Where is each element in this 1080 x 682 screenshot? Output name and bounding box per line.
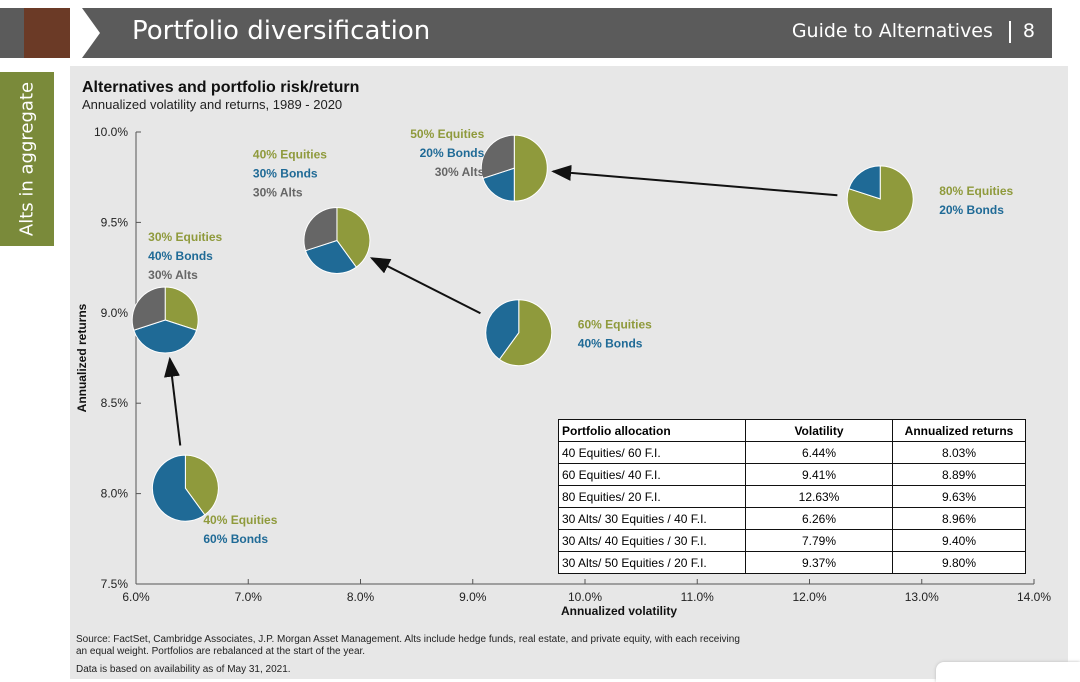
page-title: Portfolio diversification [132, 16, 431, 46]
risk-return-chart: Alternatives and portfolio risk/returnAn… [75, 79, 1051, 618]
x-tick-label: 12.0% [792, 590, 826, 604]
guide-label: Guide to Alternatives [791, 20, 993, 42]
table-cell: 12.63% [745, 485, 893, 508]
y-tick-label: 7.5% [101, 577, 129, 591]
source-note: an equal weight. Portfolios are rebalanc… [76, 646, 366, 657]
pie-slice-bonds [485, 299, 520, 361]
table-row: 30 Alts/ 30 Equities / 40 F.I. 6.26% 8.96% [558, 507, 1026, 530]
table-cell: 30 Alts/ 50 Equities / 20 F.I. [558, 551, 746, 574]
x-tick-label: 7.0% [235, 590, 263, 604]
x-tick-label: 10.0% [568, 590, 602, 604]
y-tick-label: 8.5% [101, 396, 129, 410]
pie-slice-equities [164, 286, 199, 331]
pie-slice-bonds [151, 454, 206, 522]
pie-label: 40% Equities [253, 147, 327, 161]
chart-subtitle: Annualized volatility and returns, 1989 … [82, 97, 342, 112]
table-row: 40 Equities/ 60 F.I. 6.44% 8.03% [558, 441, 1026, 464]
portfolio-arrow [551, 164, 838, 197]
table-header: Annualized returns [892, 419, 1026, 442]
x-tick-label: 8.0% [347, 590, 375, 604]
pie-slice-bonds [304, 239, 358, 274]
table-cell: 40 Equities/ 60 F.I. [558, 441, 746, 464]
pie-label: 40% Equities [203, 513, 277, 527]
side-tab[interactable]: Alts in aggregate [0, 72, 54, 246]
pie-label: 30% Alts [253, 185, 303, 199]
x-tick-label: 9.0% [459, 590, 487, 604]
portfolio-arrow [369, 257, 481, 315]
pie-slice-bonds [848, 165, 881, 200]
allocation-table: Portfolio allocation Volatility Annualiz… [558, 419, 1026, 574]
x-tick-label: 11.0% [681, 590, 714, 604]
page-number: 8 [1022, 20, 1035, 42]
table-row: 80 Equities/ 20 F.I. 12.63% 9.63% [558, 485, 1026, 508]
pie-label: 30% Bonds [253, 166, 318, 180]
table-row: 30 Alts/ 40 Equities / 30 F.I. 7.79% 9.40% [558, 529, 1026, 552]
y-axis-title: Annualized returns [75, 303, 89, 412]
table-cell: 6.26% [745, 507, 893, 530]
pie-slice-equities [513, 134, 548, 202]
table-cell: 9.63% [892, 485, 1026, 508]
table-cell: 9.37% [745, 551, 893, 574]
y-tick-label: 8.0% [101, 487, 129, 501]
side-tab-label: Alts in aggregate [16, 81, 38, 237]
table-cell: 8.03% [892, 441, 1026, 464]
pie-label: 60% Equities [578, 318, 652, 332]
table-header: Volatility [745, 419, 893, 442]
x-tick-label: 13.0% [905, 590, 939, 604]
table-cell: 9.40% [892, 529, 1026, 552]
pie-label: 60% Bonds [203, 532, 268, 546]
toolbar-corner [936, 662, 1080, 682]
table-cell: 9.41% [745, 463, 893, 486]
pie-slice-equities [336, 206, 371, 268]
table-row: 30 Alts/ 50 Equities / 20 F.I. 9.37% 9.80% [558, 551, 1026, 574]
table-cell: 60 Equities/ 40 F.I. [558, 463, 746, 486]
table-cell: 8.89% [892, 463, 1026, 486]
chart-title: Alternatives and portfolio risk/return [82, 79, 359, 96]
header-bar [0, 8, 1052, 58]
x-tick-label: 6.0% [122, 590, 150, 604]
pie-slice-alts [303, 206, 338, 252]
y-tick-label: 10.0% [94, 125, 128, 139]
pie-label: 40% Bonds [148, 249, 213, 263]
pie-label: 20% Bonds [420, 146, 485, 160]
chart-panel: Alternatives and portfolio risk/return An… [70, 66, 1068, 679]
source-note: Source: FactSet, Cambridge Associates, J… [76, 634, 740, 645]
x-axis-title: Annualized volatility [561, 604, 677, 618]
pie-label: 30% Alts [148, 268, 198, 282]
header-separator [1008, 20, 1011, 43]
pie-slice-bonds [133, 319, 198, 354]
table-cell: 7.79% [745, 529, 893, 552]
pie-label: 40% Bonds [578, 337, 643, 351]
y-tick-label: 9.0% [101, 306, 129, 320]
table-header-row: Portfolio allocation Volatility Annualiz… [558, 419, 1026, 442]
pie-slice-equities [184, 454, 219, 516]
pie-label: 30% Alts [435, 165, 485, 179]
pie-slice-alts [480, 134, 515, 179]
header-guide: Guide to Alternatives 8 [792, 20, 1035, 43]
pie-slice-equities [498, 299, 553, 367]
table-cell: 30 Alts/ 40 Equities / 30 F.I. [558, 529, 746, 552]
table-row: 60 Equities/ 40 F.I. 9.41% 8.89% [558, 463, 1026, 486]
table-cell: 80 Equities/ 20 F.I. [558, 485, 746, 508]
pie-slice-bonds [482, 167, 515, 202]
table-header: Portfolio allocation [558, 419, 746, 442]
pie-label: 30% Equities [148, 230, 222, 244]
portfolio-arrow [164, 356, 182, 446]
pie-label: 80% Equities [939, 184, 1013, 198]
table-cell: 8.96% [892, 507, 1026, 530]
table-cell: 9.80% [892, 551, 1026, 574]
pie-label: 50% Equities [410, 127, 484, 141]
pie-label: 20% Bonds [939, 203, 1004, 217]
y-tick-label: 9.5% [101, 215, 129, 229]
table-cell: 30 Alts/ 30 Equities / 40 F.I. [558, 507, 746, 530]
table-cell: 6.44% [745, 441, 893, 464]
data-note: Data is based on availability as of May … [76, 664, 291, 675]
x-tick-label: 14.0% [1017, 590, 1051, 604]
pie-slice-alts [131, 286, 166, 331]
